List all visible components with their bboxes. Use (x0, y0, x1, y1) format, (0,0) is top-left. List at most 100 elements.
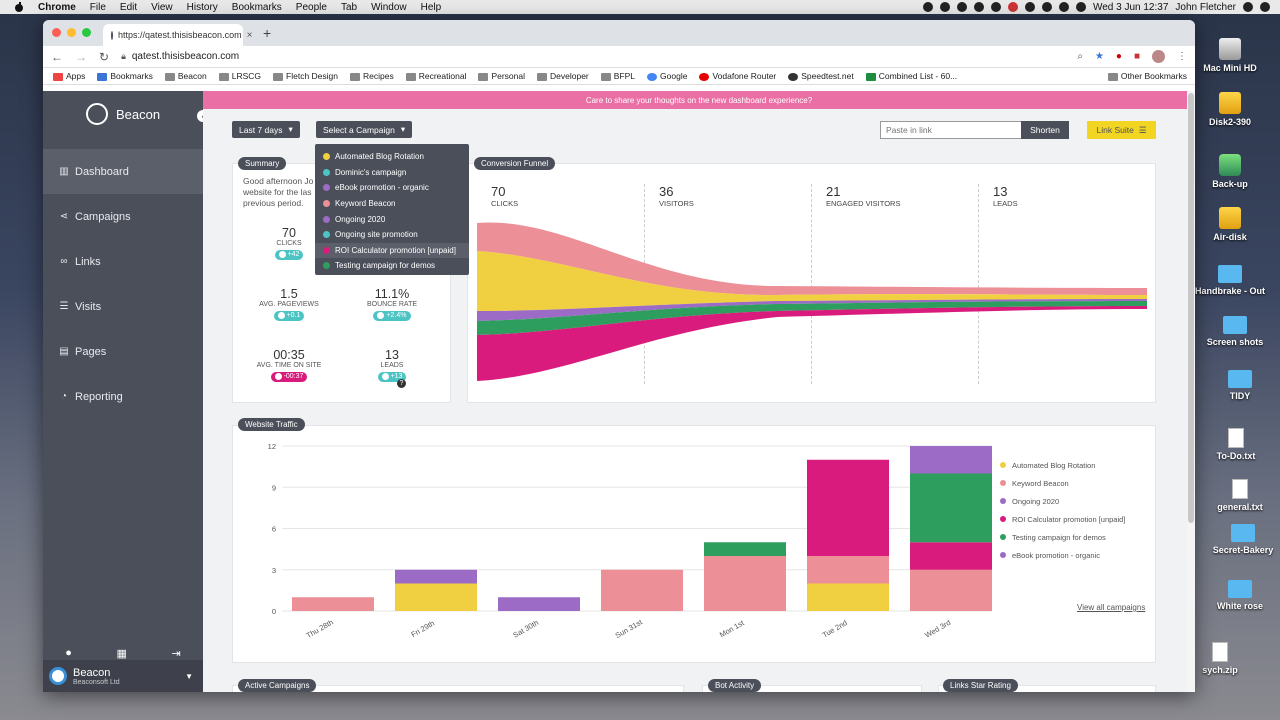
bar-segment[interactable] (807, 556, 889, 584)
bookmark-speedtest[interactable]: Speedtest.net (788, 71, 854, 81)
bar-segment[interactable] (395, 583, 477, 612)
record-icon[interactable] (922, 2, 933, 12)
bar-segment[interactable] (704, 542, 786, 556)
desktop-icon-backup[interactable]: Back-up (1185, 154, 1275, 189)
menu-list-icon[interactable] (1260, 2, 1270, 12)
logout-icon[interactable]: ⇥ (171, 648, 181, 660)
url-text[interactable]: qatest.thisisbeacon.com (131, 51, 240, 62)
bookmark-beacon[interactable]: Beacon (164, 71, 207, 81)
desktop-icon-tidy[interactable]: TIDY (1195, 370, 1280, 401)
sidebar-item-links[interactable]: ∞ Links (60, 255, 101, 268)
camera-icon[interactable] (939, 2, 950, 12)
legend-item[interactable]: Testing campaign for demos (1000, 528, 1125, 546)
menu-bookmarks[interactable]: Bookmarks (231, 1, 282, 13)
bookmark-recipes[interactable]: Recipes (350, 71, 394, 81)
campaign-option[interactable]: eBook promotion - organic (315, 180, 469, 196)
profile-avatar[interactable] (1152, 50, 1165, 63)
bookmark-apps[interactable]: Apps (53, 71, 85, 81)
sidebar-item-campaigns[interactable]: ⋖ Campaigns (59, 210, 131, 223)
bar-segment[interactable] (910, 569, 992, 611)
menu-help[interactable]: Help (420, 1, 442, 13)
desktop-icon-screen-shots[interactable]: Screen shots (1190, 316, 1280, 347)
menu-tab[interactable]: Tab (340, 1, 358, 13)
clock[interactable]: Wed 3 Jun 12:37 (1092, 1, 1169, 13)
minimize-window-icon[interactable] (67, 28, 76, 37)
bar-segment[interactable] (910, 473, 992, 543)
desktop-icon-disk2[interactable]: Disk2-390 (1185, 92, 1275, 127)
browser-tab[interactable]: https://qatest.thisisbeacon.com × (103, 24, 252, 46)
more-menu-icon[interactable]: ⋮ (1177, 51, 1187, 62)
scrollbar-thumb[interactable] (1188, 93, 1194, 523)
campaign-select-dropdown[interactable]: Select a Campaign ▾ (316, 121, 413, 138)
campaign-option[interactable]: Testing campaign for demos (315, 258, 469, 274)
menu-window[interactable]: Window (371, 1, 407, 13)
bookmark-bfpl[interactable]: BFPL (600, 71, 635, 81)
forward-icon[interactable]: → (75, 49, 87, 64)
help-icon[interactable]: ? (397, 379, 406, 388)
apple-icon[interactable] (14, 2, 24, 12)
bar-segment[interactable] (910, 542, 992, 570)
legend-item[interactable]: eBook promotion - organic (1000, 546, 1125, 564)
legend-item[interactable]: Automated Blog Rotation (1000, 456, 1125, 474)
address-bar[interactable]: 🔒︎ qatest.thisisbeacon.com (121, 51, 981, 62)
campaign-option[interactable]: Ongoing site promotion (315, 227, 469, 243)
close-tab-icon[interactable]: × (246, 29, 253, 41)
mail-icon[interactable] (990, 2, 1001, 12)
menu-history[interactable]: History (186, 1, 218, 13)
bookmark-fletch-design[interactable]: Fletch Design (273, 71, 338, 81)
bookmark-combined-list[interactable]: Combined List - 60... (865, 71, 957, 81)
view-all-campaigns-link[interactable]: View all campaigns (1077, 603, 1146, 612)
bookmark-developer[interactable]: Developer (537, 71, 589, 81)
campaign-option[interactable]: Automated Blog Rotation (315, 149, 469, 165)
back-icon[interactable]: ← (51, 49, 63, 64)
bar-segment[interactable] (807, 583, 889, 612)
menu-edit[interactable]: Edit (119, 1, 138, 13)
bookmark-recreational[interactable]: Recreational (405, 71, 466, 81)
bookmark-star-icon[interactable]: ★ (1094, 51, 1104, 62)
sidebar-item-reporting[interactable]: ◔ Reporting (60, 390, 123, 403)
sync-icon[interactable] (1024, 2, 1035, 12)
maximize-window-icon[interactable] (82, 28, 91, 37)
menu-file[interactable]: File (89, 1, 106, 13)
campaign-option[interactable]: Ongoing 2020 (315, 211, 469, 227)
desktop-icon-todo[interactable]: To-Do.txt (1191, 428, 1280, 461)
desktop-icon-general[interactable]: general.txt (1195, 479, 1280, 512)
desktop-icon-mac-mini-hd[interactable]: Mac Mini HD (1185, 38, 1275, 73)
search-icon[interactable] (1243, 2, 1253, 12)
battery-icon[interactable] (1075, 2, 1086, 12)
desktop-icon-handbrake[interactable]: Handbrake - Out (1185, 265, 1275, 296)
building-icon[interactable]: ▦ (116, 648, 127, 660)
wifi-icon[interactable] (1041, 2, 1052, 12)
account-switcher[interactable]: Beacon Beaconsoft Ltd ▼ (43, 660, 203, 692)
bar-segment[interactable] (704, 556, 786, 611)
reload-icon[interactable]: ↻ (99, 49, 110, 64)
cloud-icon[interactable] (956, 2, 967, 12)
sidebar-item-dashboard[interactable]: ▥ Dashboard (43, 149, 203, 194)
bar-segment[interactable] (498, 597, 580, 611)
feedback-banner[interactable]: Care to share your thoughts on the new d… (203, 91, 1195, 109)
desktop-icon-white-rose[interactable]: White rose (1195, 580, 1280, 611)
bookmark-personal[interactable]: Personal (478, 71, 525, 81)
bookmark-bookmarks[interactable]: Bookmarks (97, 71, 153, 81)
desktop-icon-secret-bakery[interactable]: Secret-Bakery (1198, 524, 1280, 555)
menu-app-name[interactable]: Chrome (38, 1, 76, 13)
menu-people[interactable]: People (295, 1, 327, 13)
close-window-icon[interactable] (52, 28, 61, 37)
bar-segment[interactable] (395, 569, 477, 584)
user-name[interactable]: John Fletcher (1175, 1, 1236, 13)
new-tab-icon[interactable]: + (263, 25, 272, 41)
shorten-button[interactable]: Shorten (1021, 121, 1069, 139)
bookmark-lrscg[interactable]: LRSCG (218, 71, 261, 81)
bookmark-google[interactable]: Google (647, 71, 687, 81)
legend-item[interactable]: Ongoing 2020 (1000, 492, 1125, 510)
campaign-option[interactable]: ROI Calculator promotion [unpaid] (315, 242, 469, 259)
zoom-icon[interactable]: ⌕ (1077, 51, 1083, 62)
page-scrollbar[interactable] (1187, 91, 1195, 692)
sidebar-item-pages[interactable]: ▤ Pages (59, 345, 107, 358)
sidebar-item-visits[interactable]: ☰ Visits (59, 300, 102, 313)
shield-icon[interactable] (973, 2, 984, 12)
bar-segment[interactable] (807, 459, 889, 556)
paste-link-input[interactable] (880, 121, 1022, 139)
bookmark-vodafone[interactable]: Vodafone Router (699, 71, 776, 81)
date-range-dropdown[interactable]: Last 7 days ▾ (232, 121, 300, 138)
